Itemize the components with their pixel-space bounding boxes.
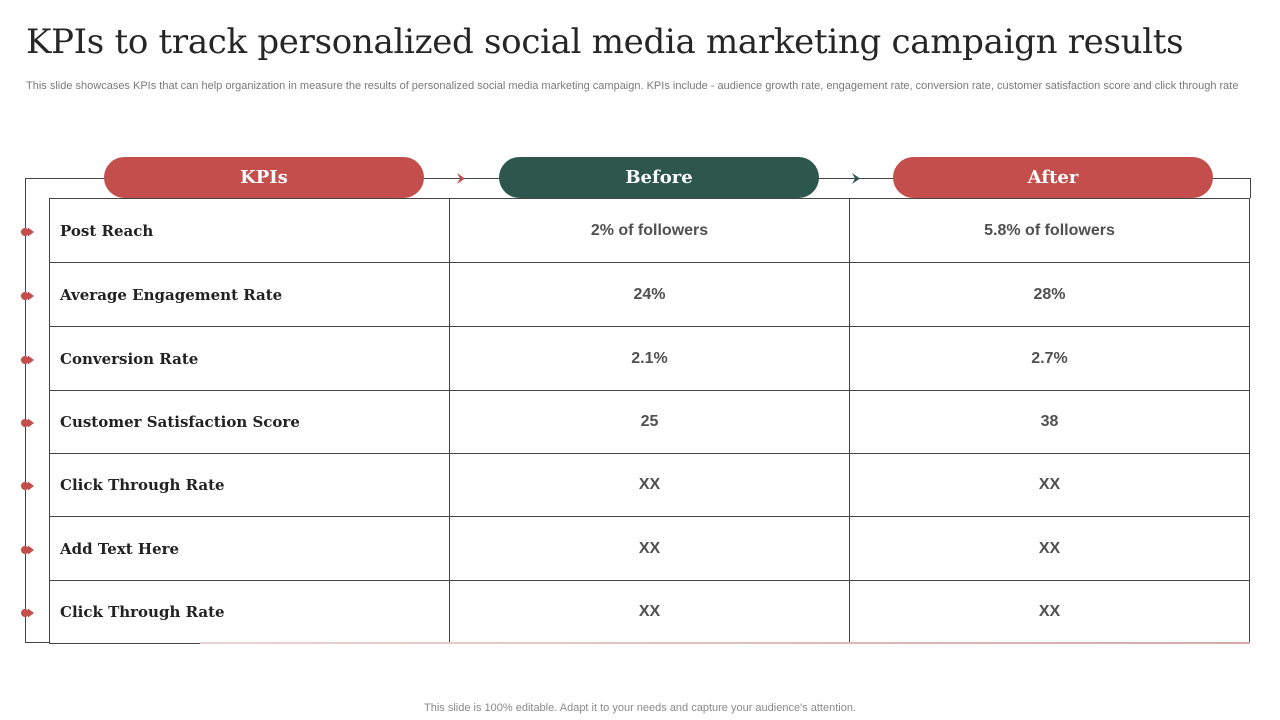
before-header-label: Before [625, 167, 693, 188]
table-row: Post Reach 2% of followers 5.8% of follo… [50, 199, 1249, 263]
after-cell: XX [1038, 603, 1061, 620]
kpis-header-pill: KPIs [104, 157, 424, 198]
after-cell: 28% [1033, 285, 1066, 303]
after-header-pill: After [893, 157, 1213, 198]
row-arrow-icon [20, 606, 36, 618]
kpi-cell: Average Engagement Rate [50, 263, 450, 326]
table-row: Click Through Rate XX XX [50, 453, 1249, 517]
kpi-table: Post Reach 2% of followers 5.8% of follo… [49, 198, 1250, 644]
kpis-header-label: KPIs [240, 167, 288, 188]
before-cell: XX [450, 517, 850, 580]
kpi-cell: Conversion Rate [50, 327, 450, 390]
slide-title: KPIs to track personalized social media … [26, 22, 1184, 62]
row-arrow-icon [20, 225, 36, 237]
before-cell: 2% of followers [450, 199, 850, 262]
before-cell: 24% [450, 263, 850, 326]
row-arrow-icon [20, 353, 36, 365]
kpi-cell: Add Text Here [50, 517, 450, 580]
kpi-cell: Customer Satisfaction Score [50, 390, 450, 453]
row-arrow-icon [20, 479, 36, 491]
before-cell: 2.1% [450, 327, 850, 390]
slide-footer: This slide is 100% editable. Adapt it to… [424, 702, 856, 714]
after-cell: 5.8% of followers [984, 221, 1115, 239]
after-cell: XX [1038, 475, 1061, 493]
after-cell: 38 [1040, 412, 1059, 430]
outer-frame-right-edge [1250, 178, 1251, 198]
slide-subtitle: This slide showcases KPIs that can help … [26, 80, 1239, 92]
before-cell: 25 [450, 390, 850, 453]
table-row: Customer Satisfaction Score 25 38 [50, 390, 1249, 454]
before-cell: XX [450, 453, 850, 516]
after-cell: 2.7% [1031, 349, 1068, 367]
row-arrow-icon [20, 416, 36, 428]
kpi-cell: Click Through Rate [50, 580, 450, 644]
chevron-right-icon [850, 172, 863, 185]
before-cell: XX [450, 580, 850, 644]
kpi-cell: Post Reach [50, 199, 450, 262]
after-cell: XX [1038, 539, 1061, 557]
row-arrow-icon [20, 543, 36, 555]
table-row: Add Text Here XX XX [50, 517, 1249, 581]
after-header-label: After [1027, 167, 1079, 188]
table-row: Conversion Rate 2.1% 2.7% [50, 327, 1249, 391]
row-arrow-icon [20, 289, 36, 301]
bottom-accent-line [200, 642, 1250, 644]
before-header-pill: Before [499, 157, 819, 198]
chevron-right-icon [455, 172, 468, 185]
table-row: Average Engagement Rate 24% 28% [50, 263, 1249, 327]
table-row: Click Through Rate XX XX [50, 580, 1249, 644]
kpi-cell: Click Through Rate [50, 453, 450, 516]
